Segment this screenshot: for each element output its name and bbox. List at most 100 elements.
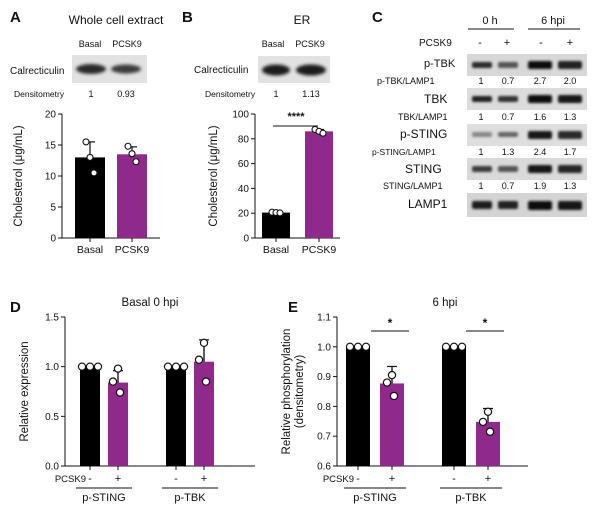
chart-b-bar-pcsk9 bbox=[305, 131, 333, 238]
panel-c-label: C bbox=[372, 9, 383, 26]
chart-e: 0.6 0.7 0.8 0.9 1.0 1.1 Relative phosphorylati… bbox=[281, 297, 528, 504]
chart-d-bar-p-tbk-plus bbox=[194, 361, 214, 466]
chart-e-condition-label: - bbox=[452, 473, 456, 485]
chart-d-point bbox=[85, 362, 95, 371]
chart-e-condition-label: - bbox=[356, 473, 360, 485]
chart-d-point bbox=[163, 362, 173, 371]
chart-b-point bbox=[319, 129, 327, 137]
blot-label-p-sting: p-STING bbox=[400, 127, 447, 141]
chart-a-y-tick-label: 20 bbox=[45, 110, 57, 121]
chart-d-condition-label: - bbox=[174, 473, 178, 485]
chart-e-point bbox=[478, 417, 488, 427]
chart-d-y-tick-label: 0.5 bbox=[45, 412, 59, 423]
chart-e-group-label: p-STING bbox=[353, 492, 396, 504]
chart-d-y-axis-label: Relative expression bbox=[19, 341, 31, 441]
chart-d-point bbox=[201, 377, 211, 386]
timepoint-0h: 0 h bbox=[482, 15, 497, 27]
chart-d-y-tick-label: 1.0 bbox=[45, 362, 59, 373]
ratio-sting-1: 1 bbox=[478, 181, 483, 191]
ratio-label-sting: STING/LAMP1 bbox=[383, 181, 443, 191]
panel-a-densitometry-pcsk9: 0.93 bbox=[117, 89, 135, 99]
ratio-p-sting-2: 1.3 bbox=[502, 147, 515, 157]
panel-d-label: D bbox=[10, 299, 21, 316]
chart-b-x-tick-label: Basal bbox=[263, 244, 289, 256]
chart-b-y-tick-label: 80 bbox=[238, 134, 250, 145]
chart-a-point bbox=[128, 150, 136, 158]
panel-b-blot-label: Calrecticulin bbox=[194, 65, 248, 76]
chart-e-bar-p-tbk-minus bbox=[442, 346, 466, 466]
chart-a-point bbox=[124, 142, 132, 150]
chart-d-title: Basal 0 hpi bbox=[122, 297, 179, 309]
chart-a-point bbox=[82, 138, 90, 146]
chart-e-point bbox=[361, 342, 371, 351]
significance-label-b: **** bbox=[287, 111, 305, 123]
chart-d-point bbox=[113, 364, 123, 373]
panel-e-label: E bbox=[288, 299, 298, 316]
panel-c-pcsk9-label: PCSK9 bbox=[419, 38, 452, 49]
chart-a-y-tick-label: 15 bbox=[45, 141, 57, 152]
blot-label-sting: STING bbox=[405, 162, 442, 176]
ratio-sting-2: 0.7 bbox=[502, 181, 515, 191]
blot-label-p-tbk: p-TBK bbox=[424, 58, 456, 70]
panel-a-densitometry-label: Densitometry bbox=[14, 89, 65, 99]
chart-a-bar-pcsk9 bbox=[117, 154, 147, 238]
chart-e-y-axis-label: Relative phosphorylation bbox=[281, 329, 293, 455]
chart-b-y-tick-label: 100 bbox=[232, 110, 249, 121]
chart-e-point bbox=[382, 378, 392, 387]
chart-d-conditions-label: PCSK9 bbox=[55, 474, 86, 485]
significance-label-e-tbk: * bbox=[483, 316, 488, 330]
chart-e-y-tick-label: 0.7 bbox=[317, 432, 331, 443]
chart-b-point bbox=[276, 209, 284, 217]
chart-a-x-tick-label: PCSK9 bbox=[115, 244, 150, 256]
chart-e-title: 6 hpi bbox=[433, 297, 458, 309]
chart-d-group-label: p-STING bbox=[82, 492, 125, 504]
chart-d-condition-label: + bbox=[115, 473, 121, 485]
panel-b-lane-pcsk9: PCSK9 bbox=[295, 39, 325, 49]
chart-b-y-tick-label: 0 bbox=[243, 234, 249, 245]
chart-d-point bbox=[199, 338, 209, 348]
blot-sting bbox=[467, 158, 587, 180]
chart-a-y-tick-label: 10 bbox=[45, 172, 57, 183]
chart-a-y-axis-label: Cholesterol (μg/mL) bbox=[13, 125, 25, 226]
chart-a-point bbox=[86, 153, 94, 161]
chart-e-point bbox=[457, 342, 467, 351]
chart-b: 0 20 40 60 80 100 Cholesterol (μg/mL) Basal PCSK… bbox=[208, 110, 340, 256]
ratio-sting-3: 1.9 bbox=[534, 181, 547, 191]
chart-d: 0.0 0.5 1.0 1.5 Relative expression Basal 0 h… bbox=[19, 297, 255, 504]
chart-e-y-tick-label: 0.8 bbox=[317, 402, 331, 413]
chart-a-point bbox=[90, 169, 98, 177]
chart-d-y-tick-label: 0.0 bbox=[45, 462, 59, 473]
chart-d-group-label: p-TBK bbox=[174, 492, 206, 504]
ratio-tbk-3: 1.6 bbox=[534, 112, 547, 122]
chart-e-point bbox=[353, 342, 363, 351]
chart-e-bar-p-sting-minus bbox=[346, 346, 370, 466]
panel-a-blot bbox=[72, 55, 147, 83]
chart-d-point bbox=[77, 362, 87, 371]
chart-b-x-tick-label: PCSK9 bbox=[302, 244, 337, 256]
chart-d-point bbox=[194, 355, 204, 364]
panel-a-densitometry-basal: 1 bbox=[88, 89, 93, 99]
blot-tbk bbox=[467, 88, 587, 110]
timepoint-6hpi: 6 hpi bbox=[541, 15, 565, 27]
chart-e-point bbox=[387, 370, 397, 380]
panel-b-label: B bbox=[182, 9, 193, 26]
chart-d-point bbox=[171, 362, 181, 371]
chart-e-condition-label: + bbox=[389, 473, 395, 485]
chart-e-y-axis-label: (densitometry) bbox=[294, 355, 306, 429]
chart-d-condition-label: - bbox=[88, 473, 92, 485]
significance-label-e-sting: * bbox=[388, 316, 393, 330]
ratio-p-sting-1: 1 bbox=[478, 147, 483, 157]
ratio-label-p-sting: p-STING/LAMP1 bbox=[372, 147, 436, 157]
chart-a-point bbox=[132, 158, 140, 166]
chart-d-y-tick-label: 1.5 bbox=[45, 313, 59, 324]
chart-b-y-tick-label: 60 bbox=[238, 159, 250, 170]
ratio-label-p-tbk: p-TBK/LAMP1 bbox=[377, 76, 435, 86]
pcsk9-state-4: + bbox=[567, 37, 573, 49]
chart-d-condition-label: + bbox=[201, 473, 207, 485]
chart-a-y-tick-label: 0 bbox=[50, 234, 56, 245]
ratio-tbk-1: 1 bbox=[478, 112, 483, 122]
pcsk9-state-2: + bbox=[504, 37, 510, 49]
blot-lamp1 bbox=[467, 193, 587, 217]
